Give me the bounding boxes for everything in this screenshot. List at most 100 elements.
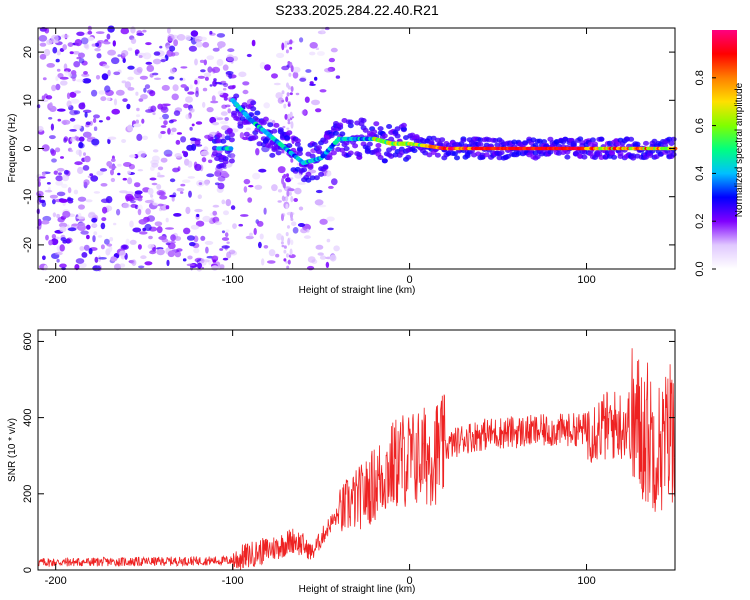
heatmap-cell bbox=[77, 212, 82, 220]
heatmap-cell bbox=[117, 54, 122, 57]
heatmap-cell bbox=[224, 232, 229, 238]
heatmap-cell bbox=[145, 42, 152, 46]
heatmap-cell bbox=[283, 173, 287, 179]
heatmap-cell bbox=[84, 111, 88, 118]
heatmap-cell bbox=[296, 151, 303, 157]
heatmap-cell bbox=[324, 67, 333, 73]
heatmap-cell bbox=[217, 41, 226, 48]
heatmap-cell bbox=[212, 47, 220, 52]
heatmap-cell bbox=[183, 103, 190, 109]
heatmap-cell bbox=[55, 236, 60, 240]
heatmap-cell bbox=[252, 134, 259, 140]
heatmap-cell bbox=[299, 77, 307, 82]
heatmap-cell bbox=[132, 227, 142, 233]
heatmap-cell bbox=[55, 147, 61, 153]
heatmap-cell bbox=[284, 113, 288, 120]
heatmap-cell bbox=[319, 218, 328, 225]
heatmap-cell bbox=[196, 180, 205, 187]
heatmap-cell bbox=[69, 109, 78, 116]
heatmap-cell bbox=[54, 251, 63, 256]
heatmap-cell bbox=[106, 116, 111, 121]
heatmap-cell bbox=[280, 241, 284, 245]
heatmap-cell bbox=[67, 199, 74, 204]
heatmap-cell bbox=[231, 152, 235, 160]
heatmap-cell bbox=[196, 213, 200, 218]
heatmap-cell bbox=[121, 139, 127, 143]
heatmap-cell bbox=[226, 54, 235, 62]
heatmap-cell bbox=[670, 152, 677, 157]
heatmap-cell bbox=[38, 35, 48, 42]
heatmap-cell bbox=[176, 34, 186, 41]
heatmap-cell bbox=[400, 122, 407, 128]
heatmap-cell bbox=[364, 145, 371, 151]
heatmap-cell bbox=[195, 90, 199, 98]
heatmap-cell bbox=[104, 238, 110, 245]
heatmap-cell bbox=[255, 148, 260, 156]
heatmap-cell bbox=[74, 135, 78, 141]
heatmap-cell bbox=[38, 176, 46, 179]
heatmap-cell bbox=[50, 34, 59, 42]
heatmap-cell bbox=[214, 81, 223, 85]
heatmap-cell bbox=[89, 173, 94, 177]
heatmap-cell bbox=[203, 146, 209, 152]
heatmap-cell bbox=[152, 112, 156, 116]
heatmap-cell bbox=[176, 187, 185, 192]
heatmap-cell bbox=[122, 203, 130, 209]
heatmap-cells bbox=[36, 25, 678, 272]
heatmap-cell bbox=[315, 47, 320, 50]
heatmap-cell bbox=[67, 227, 77, 232]
heatmap-cell bbox=[194, 144, 203, 147]
heatmap-cell bbox=[171, 196, 175, 202]
heatmap-cell bbox=[301, 109, 307, 116]
heatmap-cell bbox=[136, 32, 145, 37]
heatmap-cell bbox=[256, 220, 264, 227]
heatmap-cell bbox=[228, 158, 235, 164]
heatmap-cell bbox=[577, 136, 584, 142]
heatmap-cell bbox=[169, 45, 176, 52]
heatmap-cell bbox=[210, 100, 219, 104]
heatmap-cell bbox=[243, 178, 251, 185]
heatmap-cell bbox=[114, 263, 122, 271]
heatmap-cell bbox=[439, 137, 446, 143]
heatmap-cell bbox=[160, 125, 167, 128]
heatmap-cell bbox=[49, 135, 56, 140]
heatmap-cell bbox=[290, 195, 294, 203]
heatmap-cell bbox=[220, 138, 227, 144]
heatmap-cell bbox=[305, 69, 312, 73]
heatmap-cell bbox=[290, 158, 294, 163]
heatmap-cell bbox=[294, 138, 301, 144]
heatmap-cell bbox=[611, 154, 618, 160]
heatmap-cell bbox=[186, 263, 195, 267]
heatmap-cell bbox=[287, 102, 291, 107]
heatmap-cell bbox=[159, 204, 168, 211]
heatmap-cell bbox=[55, 58, 60, 63]
heatmap-cell bbox=[309, 175, 316, 181]
heatmap-cell bbox=[259, 233, 264, 240]
y-tick-label: 10 bbox=[22, 94, 34, 106]
heatmap-cell bbox=[347, 150, 354, 156]
heatmap-cell bbox=[124, 81, 132, 89]
heatmap-cell bbox=[81, 252, 88, 258]
heatmap-cell bbox=[216, 58, 224, 67]
heatmap-cell bbox=[106, 97, 111, 101]
heatmap-cell bbox=[86, 136, 96, 140]
y-tick-label: 400 bbox=[22, 408, 34, 426]
heatmap-cell bbox=[285, 49, 289, 54]
heatmap-cell bbox=[315, 244, 324, 250]
heatmap-cell bbox=[628, 136, 635, 142]
heatmap-cell bbox=[67, 187, 72, 194]
heatmap-cell bbox=[245, 235, 254, 240]
heatmap-cell bbox=[127, 170, 132, 175]
heatmap-cell bbox=[115, 89, 125, 96]
heatmap-cell bbox=[73, 60, 81, 68]
heatmap-cell bbox=[204, 240, 214, 245]
heatmap-cell bbox=[454, 155, 460, 161]
colorbar-tick-label: 0.0 bbox=[694, 261, 706, 276]
line-x-ticks: -200 -100 0 100 bbox=[45, 330, 596, 587]
heatmap-cell bbox=[325, 171, 332, 177]
heatmap-cell bbox=[50, 123, 55, 131]
heatmap-cell bbox=[58, 172, 62, 176]
heatmap-cell bbox=[581, 154, 588, 160]
heatmap-cell bbox=[242, 89, 249, 95]
heatmap-cell bbox=[83, 44, 89, 49]
